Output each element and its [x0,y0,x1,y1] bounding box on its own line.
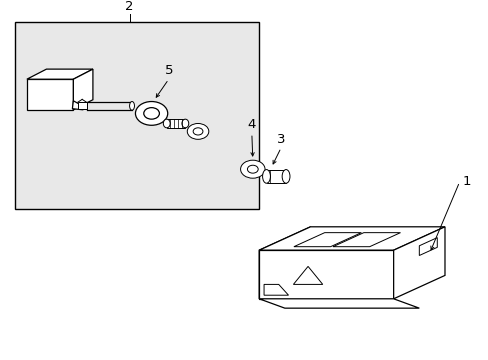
Polygon shape [27,79,73,110]
Bar [15,22,259,209]
Polygon shape [293,233,361,247]
Polygon shape [259,227,444,250]
Polygon shape [293,266,322,284]
Polygon shape [332,233,400,247]
Text: 1: 1 [461,175,469,188]
Polygon shape [259,299,419,308]
Ellipse shape [282,170,289,183]
Bar [166,119,185,128]
Ellipse shape [262,170,270,183]
Bar [266,170,285,183]
Circle shape [193,128,203,135]
Circle shape [240,160,264,178]
Polygon shape [419,238,436,256]
Text: 3: 3 [276,133,285,146]
Circle shape [143,108,159,119]
Circle shape [247,165,258,173]
Polygon shape [27,69,93,79]
Circle shape [135,102,167,125]
Text: 5: 5 [164,64,173,77]
Text: 4: 4 [247,118,256,131]
Bar [78,102,86,109]
Polygon shape [72,101,83,110]
Polygon shape [264,284,288,295]
Ellipse shape [163,119,170,128]
Ellipse shape [129,102,134,110]
Polygon shape [393,227,444,299]
Text: 2: 2 [125,0,134,13]
Polygon shape [73,69,93,110]
Ellipse shape [182,119,188,128]
Polygon shape [259,250,393,299]
Polygon shape [259,227,310,299]
Circle shape [187,123,208,139]
